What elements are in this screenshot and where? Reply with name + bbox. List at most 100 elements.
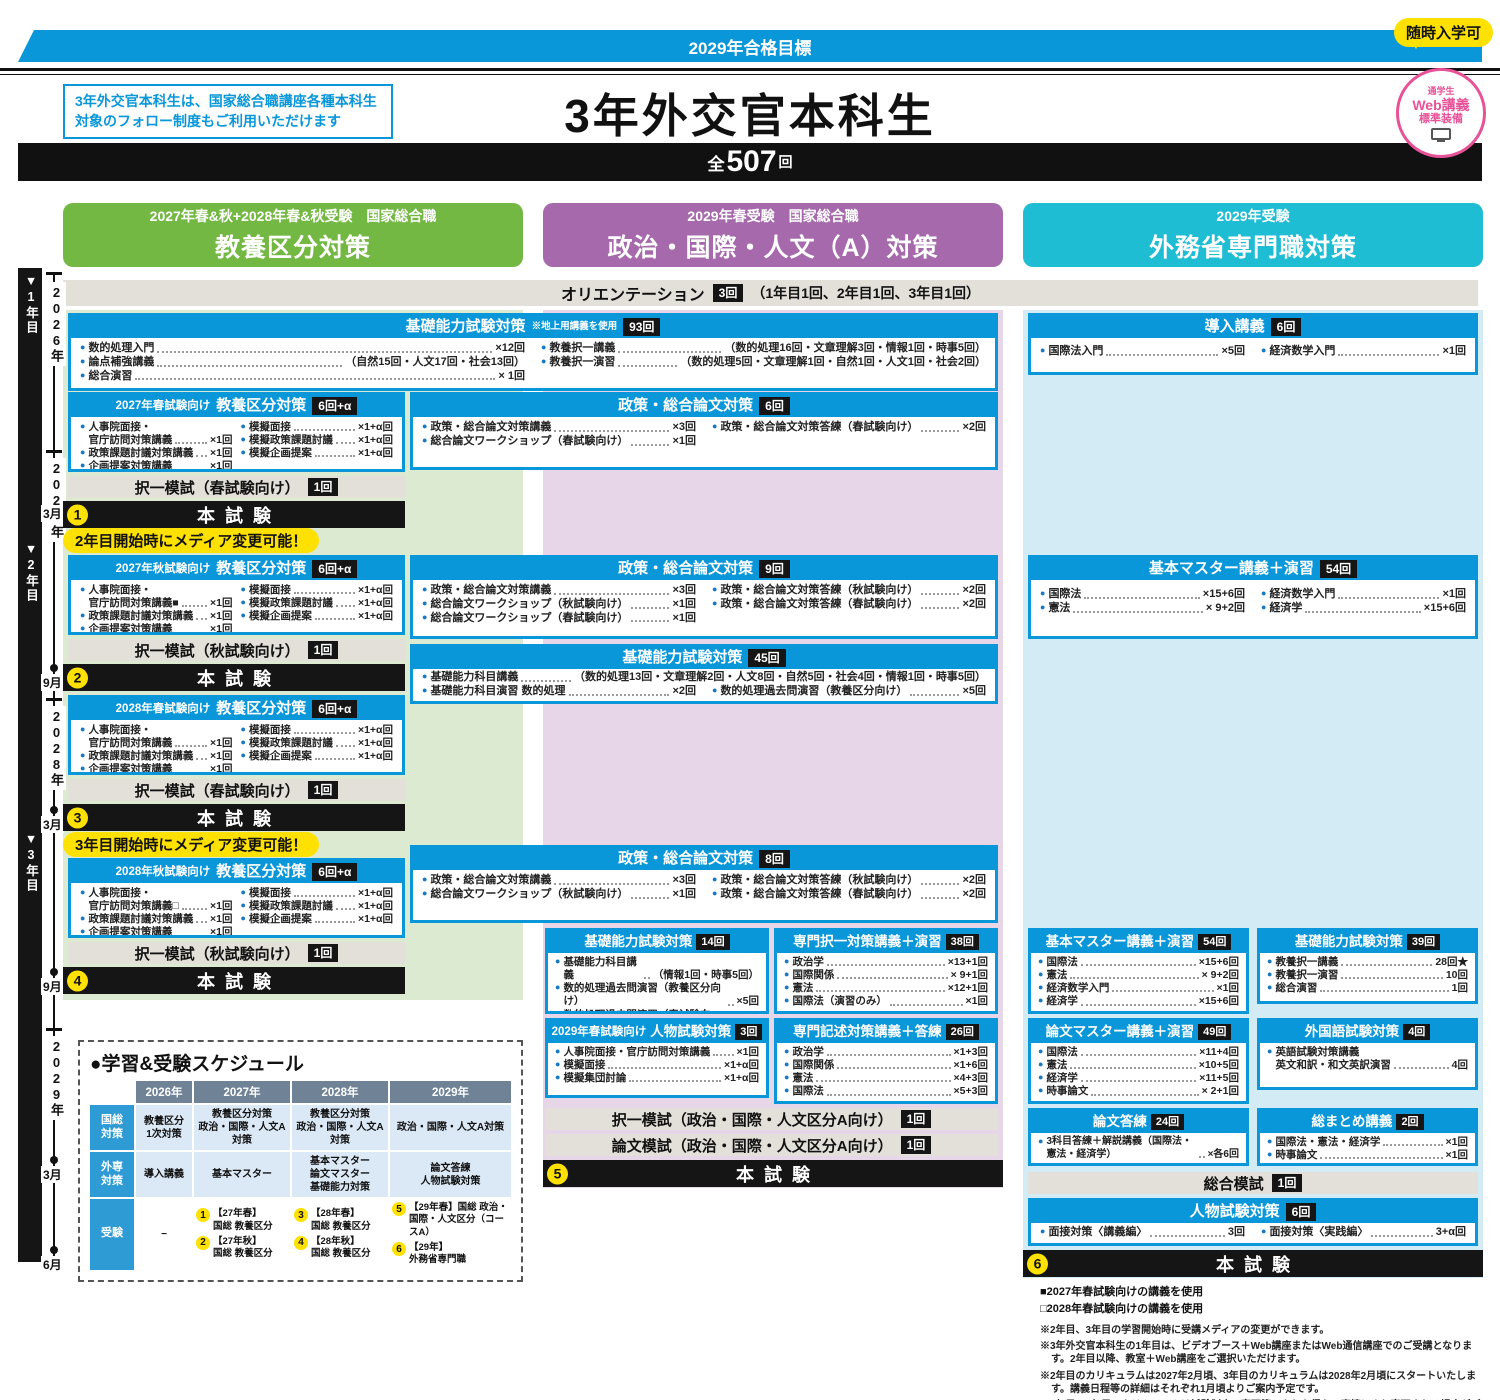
bullet-icon: ● <box>80 355 86 366</box>
timeline-month-jun: 6月 <box>41 1256 64 1273</box>
course-item: ● 経済数学入門 ×1回 <box>1038 982 1239 995</box>
count-badge: 14回 <box>696 933 730 951</box>
bullet-icon: ● <box>1038 1046 1044 1056</box>
bullet-icon: ● <box>1261 345 1267 355</box>
box-title: 基本マスター講義＋演習 <box>1045 933 1195 949</box>
dotted-leader <box>314 455 355 458</box>
dotted-leader <box>629 1080 721 1083</box>
bullet-icon: ● <box>240 750 246 761</box>
course-item: ● 面接対策〈講義編〉 3回 <box>1040 1226 1245 1238</box>
schedule-row-label: 受験 <box>90 1199 134 1270</box>
main-exam-bar-5: 5 本試験 <box>543 1160 1003 1187</box>
schedule-year-header: 2029年 <box>390 1081 511 1103</box>
dotted-leader <box>293 429 355 432</box>
dotted-leader <box>921 896 960 899</box>
count-badge: 1回 <box>1271 1174 1303 1192</box>
schedule-grid: 2026年 2027年 2028年 2029年 国総 対策 教養区分 1次対策 … <box>90 1081 511 1270</box>
course-item: ● 模擬企画提案 ×1+α回 <box>240 750 394 763</box>
dotted-leader <box>1393 1067 1449 1070</box>
dotted-leader <box>175 468 208 469</box>
dotted-leader <box>1320 990 1449 993</box>
mock-exam-label: 総合模試 <box>1203 1175 1264 1193</box>
main-exam-label: 本試験 <box>197 668 281 689</box>
box-title: 総まとめ講義 <box>1311 1113 1393 1129</box>
bullet-icon: ● <box>240 913 246 924</box>
main-exam-bar-1: 1 本試験 <box>63 501 405 528</box>
bullet-icon: ● <box>80 724 86 734</box>
course-item: ● 政治学 ×1+3回 <box>784 1046 988 1058</box>
box-somatome-2: 総まとめ講義 2回 ● 国際法・憲法・経済学 ×1回 ● 時事論文 ×1回 <box>1257 1108 1478 1166</box>
schedule-cell: 教養区分 1次対策 <box>136 1105 192 1150</box>
schedule-cell: 基本マスター 論文マスター 基礎能力対策 <box>292 1152 388 1197</box>
course-item: ● 国際関係 ×1+6回 <box>784 1059 988 1072</box>
dotted-leader <box>157 364 343 367</box>
count-badge: 6回+α <box>312 397 358 415</box>
schedule-exam-item: 4 【28年秋】 国総 教養区分 <box>294 1235 371 1261</box>
course-item: ● 政策・総合論文対策答練（春試験向け） ×2回 <box>712 421 986 433</box>
dotted-leader <box>1338 596 1440 599</box>
bullet-icon: ● <box>784 995 790 1006</box>
bullet-icon: ● <box>80 584 86 594</box>
box-prefix: 2028年春試験向け <box>115 702 211 715</box>
course-item: ● 教養択一講義 （数的処理16回・文章理解3回・情報1回・時事5回） <box>541 342 986 354</box>
bullet-icon: ● <box>422 874 428 884</box>
dotted-leader <box>1383 1144 1443 1147</box>
bullet-icon: ● <box>80 763 86 774</box>
schedule-title: ●学習&受験スケジュール <box>90 1054 304 1075</box>
web-badge-line1: 通学生 <box>1427 86 1455 97</box>
bullet-icon: ● <box>422 887 428 898</box>
bullet-icon: ● <box>1038 982 1044 993</box>
course-item: ● 国際法 ×5+3回 <box>784 1085 988 1098</box>
count-badge: 49回 <box>1198 1023 1232 1041</box>
bullet-icon: ● <box>1267 969 1273 980</box>
mock-exam-bar: 総合模試 1回 <box>1028 1172 1478 1194</box>
course-item: ● 国際法 ×15+6回 <box>1038 956 1239 968</box>
orientation-bar: オリエンテーション 3回 （1年目1回、2年目1回、3年目1回） <box>63 280 1478 306</box>
box-title: 教養区分対策 <box>216 699 307 717</box>
dotted-leader <box>554 429 670 432</box>
bullet-icon: ● <box>1261 588 1267 598</box>
course-item: ● 人事院面接・ 官庁訪問対策講義□ ×1回 <box>80 887 233 913</box>
dotted-leader <box>1320 1157 1443 1160</box>
timeline-month-mar1: 3月 <box>41 505 64 522</box>
dotted-leader <box>631 606 670 609</box>
bullet-icon: ● <box>1038 956 1044 966</box>
bullet-icon: ● <box>80 447 86 458</box>
box-title: 政策・総合論文対策 <box>618 849 754 867</box>
bullet-icon: ● <box>240 447 246 458</box>
box-title: 教養区分対策 <box>216 396 307 414</box>
timeline-month-sep1: 9月 <box>41 674 64 691</box>
course-item: ● 人事院面接・ 官庁訪問対策講義 ×1回 <box>80 421 233 447</box>
course-item: ● 面接対策〈実践編〉 3+α回 <box>1261 1226 1466 1238</box>
web-badge-line2: Web講義 <box>1412 96 1470 113</box>
bullet-icon: ● <box>1267 1136 1273 1146</box>
course-item: ● 政策課題討議対策講義 ×1回 <box>80 610 233 623</box>
bullet-icon: ● <box>1267 1149 1273 1160</box>
bullet-icon: ● <box>240 900 246 911</box>
dotted-leader <box>293 732 355 735</box>
box-title: 論文マスター講義＋演習 <box>1045 1023 1195 1039</box>
course-item: ● 模擬面接 ×1+α回 <box>555 1059 759 1072</box>
course-item: ● 企画提案対策講義 ×1回 <box>80 926 233 938</box>
bullet-icon: ● <box>712 421 718 431</box>
course-item: ● 教養択一講義 28回★ <box>1267 956 1468 968</box>
dotted-leader <box>826 964 945 967</box>
course-item: ● 総合論文ワークショップ（秋試験向け） ×1回 <box>422 887 696 900</box>
dotted-leader <box>335 908 355 911</box>
course-item: ● 経済数学入門 ×1回 <box>1261 588 1466 600</box>
dotted-leader <box>618 364 678 367</box>
main-exam-label: 本試験 <box>197 808 281 829</box>
dotted-leader <box>826 1054 951 1057</box>
dotted-leader <box>335 745 355 748</box>
bullet-icon: ● <box>80 623 86 634</box>
dotted-leader <box>618 350 722 353</box>
exam-number-badge: 2 <box>67 667 88 688</box>
bullet-icon: ● <box>784 1046 790 1056</box>
course-item: ● 総合論文ワークショップ（春試験向け） ×1回 <box>422 434 696 447</box>
course-item: ● 政策課題討議対策講義 ×1回 <box>80 750 233 763</box>
schedule-cell: 教養区分対策 政治・国際・人文A対策 <box>194 1105 290 1150</box>
dotted-leader <box>314 758 355 761</box>
column-header-kyoyo: 2027年春&秋+2028年春&秋受験 国家総合職 教養区分対策 <box>63 203 523 267</box>
bullet-icon: ● <box>712 597 718 608</box>
dotted-leader <box>196 921 208 924</box>
